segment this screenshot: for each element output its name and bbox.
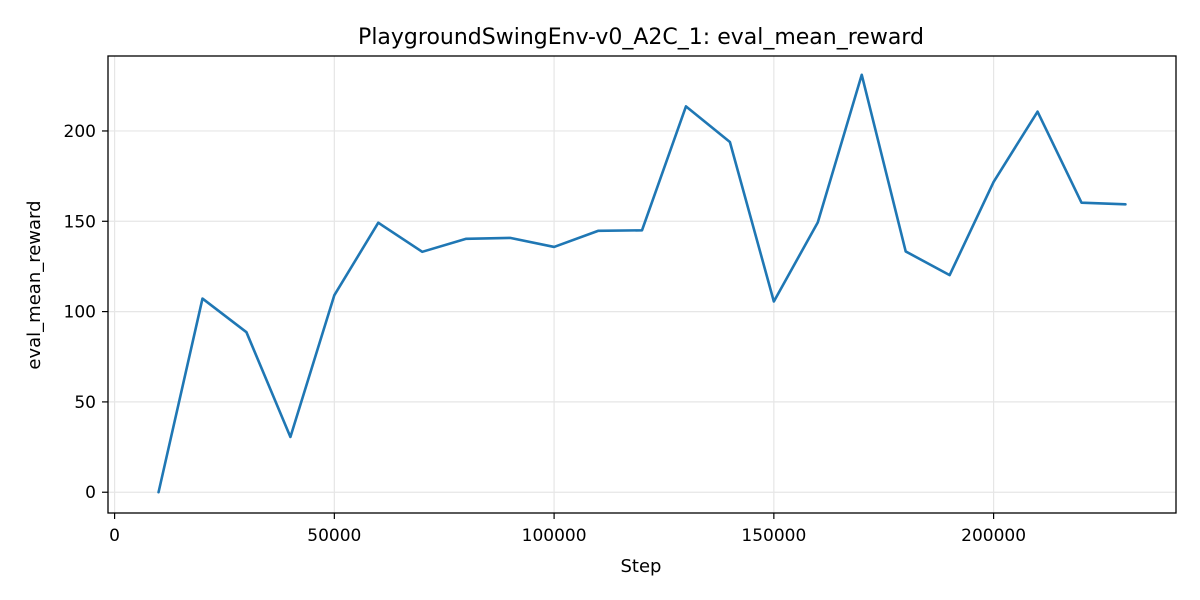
x-tick-label: 150000 xyxy=(741,526,806,546)
chart-title: PlaygroundSwingEnv-v0_A2C_1: eval_mean_r… xyxy=(358,25,924,50)
y-axis-label: eval_mean_reward xyxy=(24,200,45,369)
y-tick-label: 0 xyxy=(85,483,96,503)
plot-frame xyxy=(107,55,1177,514)
x-tick-label: 0 xyxy=(109,526,120,546)
series-line xyxy=(157,73,1127,494)
y-tick-label: 50 xyxy=(74,393,96,413)
x-tick-label: 50000 xyxy=(307,526,361,546)
y-tick-label: 150 xyxy=(64,212,96,232)
x-axis-label: Step xyxy=(621,556,662,577)
y-tick-label: 100 xyxy=(64,303,96,323)
x-axis-ticks: 0 50000 100000 150000 200000 xyxy=(109,513,1026,546)
grid-lines xyxy=(108,56,1176,513)
y-axis-ticks: 0 50 100 150 200 xyxy=(64,122,108,503)
y-tick-label: 200 xyxy=(64,122,96,142)
x-tick-label: 100000 xyxy=(522,526,587,546)
x-tick-label: 200000 xyxy=(961,526,1026,546)
